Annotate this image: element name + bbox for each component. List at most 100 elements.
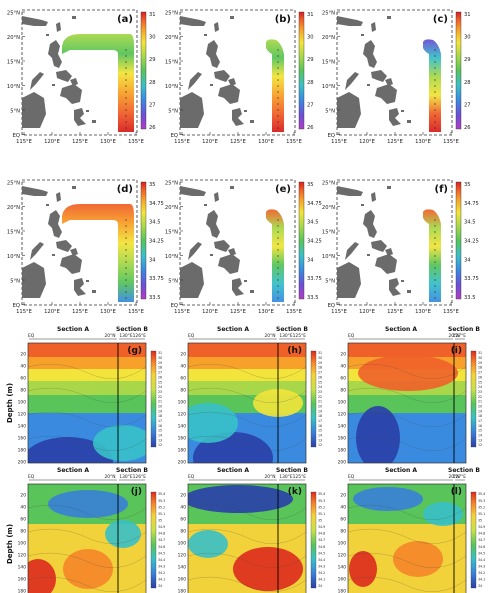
contour-line <box>188 435 306 451</box>
top-tick-label: 127°E <box>453 474 467 480</box>
lat-tick-label: 15°N <box>7 60 20 66</box>
panel-label: (f) <box>435 184 449 195</box>
lat-tick-label: 10°N <box>322 254 335 260</box>
depth-tick-label: 20 <box>20 493 26 499</box>
land-shape <box>371 192 376 202</box>
colorbar <box>455 11 462 130</box>
lon-tick-label: 135°E <box>128 309 144 315</box>
lon-tick-label: 125°E <box>72 309 88 315</box>
station-dot <box>277 97 279 99</box>
colorbar-label: 34.5 <box>318 551 325 555</box>
lat-tick-label: EQ <box>171 303 178 309</box>
island-shape <box>230 186 234 189</box>
depth-tick-label: 180 <box>338 589 347 593</box>
lon-tick-label: 125°E <box>230 139 246 145</box>
colorbar <box>470 350 477 448</box>
section-a-title: Section A <box>57 467 89 474</box>
colorbar-label: 20 <box>318 404 322 408</box>
lat-tick-label: 10°N <box>165 84 178 90</box>
station-dot <box>125 237 127 239</box>
island-shape <box>204 204 207 206</box>
lat-tick-label: 25°N <box>165 181 178 187</box>
colorbar-label: 28 <box>318 366 322 370</box>
depth-tick-label: 100 <box>178 400 187 406</box>
station-dot <box>434 85 436 87</box>
island-shape <box>204 34 207 36</box>
colorbar-label: 31 <box>307 12 314 18</box>
top-tick-label: 20°N <box>264 333 275 339</box>
colorbar-label: 29 <box>478 361 482 365</box>
colorbar-label: 18 <box>318 414 322 418</box>
contour-line <box>188 387 306 403</box>
data-track <box>62 34 134 132</box>
depth-tick-label: 40 <box>20 505 26 511</box>
land-shape <box>180 186 206 196</box>
colorbar-label: 25 <box>158 380 162 384</box>
station-dot <box>434 255 436 257</box>
colorbar-label: 28 <box>307 80 314 86</box>
land-shape <box>30 242 44 260</box>
colorbar-label: 34.3 <box>478 564 485 568</box>
depth-tick-label: 100 <box>338 400 347 406</box>
lon-tick-label: 115°E <box>331 139 347 145</box>
station-dot <box>125 267 127 269</box>
top-tick-label: EQ <box>188 333 195 339</box>
colorbar-label: 27 <box>318 371 322 375</box>
field-blob <box>28 437 113 463</box>
colorbar-label: 22 <box>478 395 482 399</box>
station-dot <box>277 103 279 105</box>
colorbar-label: 34 <box>478 584 482 588</box>
station-dot <box>434 279 436 281</box>
colorbar-label: 35.4 <box>158 492 165 496</box>
station-dot <box>277 121 279 123</box>
land-shape <box>232 278 244 296</box>
land-shape <box>375 84 397 104</box>
station-dot <box>434 49 436 51</box>
station-dot <box>434 121 436 123</box>
station-dot <box>125 127 127 129</box>
panel-label: (k) <box>288 487 302 497</box>
field-blob <box>349 551 377 587</box>
island-shape <box>92 290 96 293</box>
colorbar-label: 34.1 <box>318 578 325 582</box>
station-dot <box>277 285 279 287</box>
station-dot <box>125 115 127 117</box>
station-dot <box>434 225 436 227</box>
lat-tick-label: 5°N <box>325 109 335 115</box>
depth-tick-label: 60 <box>20 517 26 523</box>
colorbar-label: 16 <box>478 424 482 428</box>
field-blob <box>188 403 238 443</box>
depth-tick-label: 80 <box>340 529 346 535</box>
colorbar-label: 35 <box>464 182 471 188</box>
depth-tick-label: 140 <box>178 565 187 571</box>
land-shape <box>206 40 220 68</box>
contour-line <box>188 528 306 544</box>
colorbar-label: 30 <box>318 356 322 360</box>
colorbar-label: 34.7 <box>478 538 485 542</box>
lon-tick-label: 125°E <box>387 139 403 145</box>
colorbar-label: 34 <box>158 584 162 588</box>
contour-line <box>348 435 466 451</box>
station-dot <box>434 61 436 63</box>
lat-tick-label: 5°N <box>10 109 20 115</box>
colorbar-label: 33.5 <box>307 295 319 301</box>
lat-tick-label: 10°N <box>322 84 335 90</box>
island-shape <box>407 290 411 293</box>
colorbar-label: 26 <box>149 125 156 131</box>
panel-label: (j) <box>131 487 142 497</box>
section-a-title: Section A <box>385 326 417 333</box>
field-blob <box>423 502 463 526</box>
lon-tick-label: 135°E <box>286 309 302 315</box>
colorbar-label: 34.75 <box>464 201 479 207</box>
station-dot <box>125 49 127 51</box>
island-shape <box>52 84 55 86</box>
land-shape <box>345 72 359 90</box>
colorbar-label: 15 <box>158 429 162 433</box>
land-shape <box>214 240 236 256</box>
station-dot <box>277 267 279 269</box>
colorbar-label: 35.1 <box>478 512 485 516</box>
colorbar-label: 14 <box>478 434 482 438</box>
colorbar-label: 35 <box>158 518 162 522</box>
